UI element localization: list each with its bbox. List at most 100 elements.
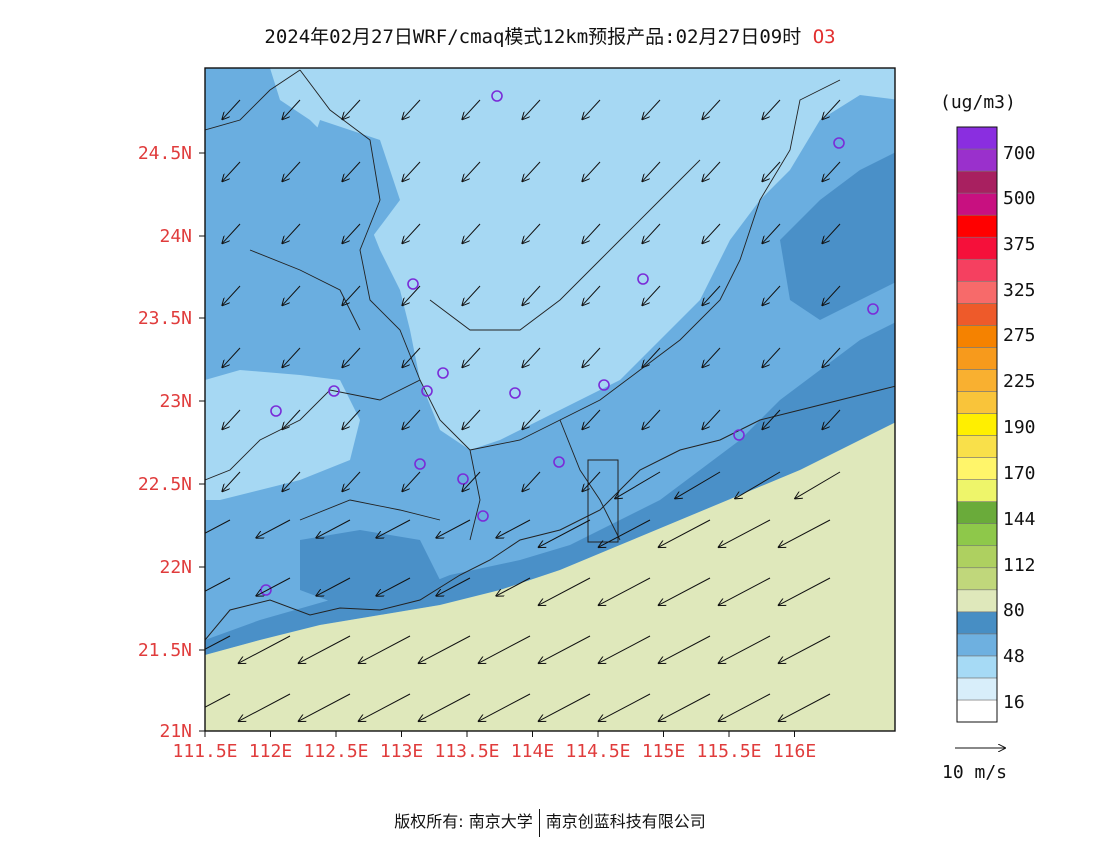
wind-arrow — [496, 519, 531, 538]
chart-title: 2024年02月27日WRF/cmaq模式12km预报产品:02月27日09时 … — [0, 22, 1100, 49]
footer: 版权所有: 南京大学 南京创蓝科技有限公司 — [0, 808, 1100, 837]
legend-label: 80 — [1003, 600, 1025, 621]
wind-arrow — [599, 519, 651, 547]
concentration-light-west — [205, 370, 360, 500]
wind-arrow — [342, 223, 361, 243]
wind-arrow — [762, 223, 781, 243]
station-marker — [421, 385, 433, 397]
wind-arrow — [222, 223, 241, 243]
wind-arrow — [436, 577, 471, 596]
wind-arrow — [659, 577, 711, 605]
lon-label: 112.5E — [303, 741, 368, 762]
wind-arrow — [539, 577, 591, 605]
wind-arrow — [402, 471, 421, 491]
legend-swatch — [956, 214, 998, 238]
wind-arrow — [582, 161, 601, 181]
legend-swatch — [956, 501, 998, 524]
legend-swatch — [956, 148, 998, 172]
lat-label: 23.5N — [138, 308, 192, 329]
concentration-light-north — [270, 68, 895, 450]
wind-arrow — [702, 409, 721, 429]
map-area — [205, 68, 895, 731]
wind-arrow — [282, 223, 301, 243]
wind-arrow — [359, 693, 411, 721]
wind-arrow — [599, 635, 651, 663]
wind-arrow — [822, 99, 841, 119]
legend-swatch — [956, 633, 998, 657]
wind-arrow — [522, 285, 541, 305]
wind-arrow — [539, 519, 591, 547]
legend-swatch — [956, 655, 998, 679]
wind-arrow — [205, 519, 231, 534]
longitude-axis: 111.5E 112E 112.5E 113E 113.5E 114E 114.5E 115E… — [172, 731, 816, 762]
wind-arrow — [222, 471, 241, 491]
wind-arrow — [342, 347, 361, 367]
wind-arrow — [642, 285, 661, 305]
wind-arrow — [702, 161, 721, 181]
legend-label: 48 — [1003, 646, 1025, 667]
wind-arrow — [779, 635, 831, 663]
wind-arrow — [719, 635, 771, 663]
lat-label: 24.5N — [138, 143, 192, 164]
legend-swatch — [956, 170, 998, 194]
wind-arrow — [795, 471, 841, 498]
wind-arrow — [205, 577, 231, 592]
wind-arrow — [675, 471, 721, 498]
lat-label: 21N — [159, 721, 192, 742]
wind-arrow — [359, 635, 411, 663]
wind-arrow — [436, 519, 471, 538]
wind-arrow — [702, 285, 721, 305]
legend-swatch — [956, 435, 998, 458]
wind-arrow — [582, 99, 601, 119]
station-marker — [491, 90, 503, 102]
wind-arrow — [222, 161, 241, 181]
station-marker — [637, 273, 649, 285]
wind-arrow — [762, 161, 781, 181]
legend-swatch — [956, 677, 998, 701]
wind-arrow — [522, 99, 541, 119]
legend-swatch — [956, 413, 998, 436]
wind-arrow — [239, 693, 291, 721]
sea-area — [205, 422, 895, 731]
wind-arrow — [762, 285, 781, 305]
wind-arrow — [479, 693, 531, 721]
legend-unit: (ug/m3) — [940, 92, 1016, 113]
wind-arrow — [462, 223, 481, 243]
title-species: O3 — [812, 26, 836, 48]
wind-arrow — [282, 471, 301, 491]
legend-swatch — [956, 457, 998, 480]
wind-arrow — [762, 99, 781, 119]
wind-arrow — [222, 347, 241, 367]
wind-arrow — [462, 347, 481, 367]
lat-label: 23N — [159, 391, 192, 412]
legend-swatch — [956, 589, 998, 613]
legend-swatch — [956, 192, 998, 216]
latitude-axis: 24.5N 24N 23.5N 23N 22.5N 22N 21.5N 21N — [138, 143, 205, 742]
legend-swatch — [956, 347, 998, 370]
station-marker — [414, 458, 426, 470]
station-marker — [598, 379, 610, 391]
legend-swatch — [956, 369, 998, 392]
wind-arrow — [659, 635, 711, 663]
lat-label: 22N — [159, 557, 192, 578]
wind-arrow — [522, 161, 541, 181]
lon-label: 111.5E — [172, 741, 237, 762]
legend-swatch — [956, 479, 998, 502]
wind-arrow — [582, 285, 601, 305]
wind-arrow — [402, 347, 421, 367]
wind-arrow — [522, 409, 541, 429]
lon-label: 112E — [249, 741, 292, 762]
wind-arrow — [642, 99, 661, 119]
wind-arrow — [779, 519, 831, 547]
wind-arrow — [822, 285, 841, 305]
legend-label: 325 — [1003, 280, 1036, 301]
wind-arrow — [282, 347, 301, 367]
wind-arrow — [702, 99, 721, 119]
legend-label: 225 — [1003, 371, 1036, 392]
footer-left: 版权所有: 南京大学 — [394, 812, 533, 831]
wind-arrow — [376, 519, 411, 538]
map-frame — [204, 67, 896, 732]
legend-swatch — [956, 545, 998, 569]
station-marker — [477, 510, 489, 522]
color-legend: 700 500 375 325 275 225 190 170 144 112 80 48 16 — [956, 126, 1036, 723]
